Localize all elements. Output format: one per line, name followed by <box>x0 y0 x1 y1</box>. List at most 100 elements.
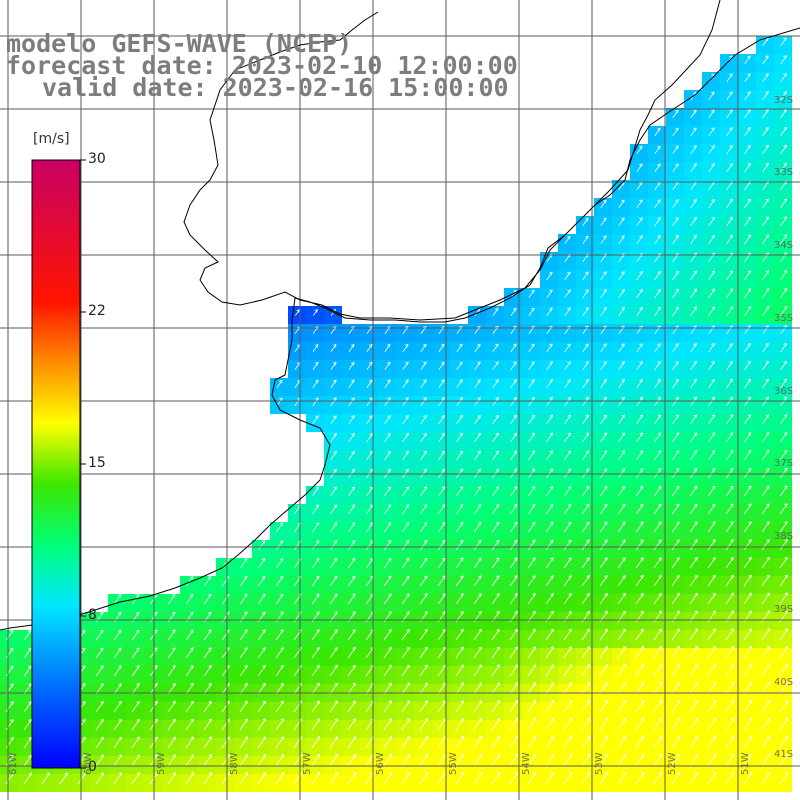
wind-arrow <box>636 163 643 173</box>
wind-arrow <box>257 665 266 677</box>
wind-arrowhead <box>406 736 411 740</box>
wind-cell <box>396 540 414 558</box>
wind-cell <box>558 360 576 378</box>
wind-cell <box>108 612 126 630</box>
wind-arrowhead <box>604 699 609 704</box>
wind-arrow <box>653 539 662 551</box>
wind-arrowhead <box>262 629 266 633</box>
wind-arrowhead <box>657 432 662 436</box>
wind-arrowhead <box>657 145 661 150</box>
wind-arrow <box>186 576 194 587</box>
wind-arrow <box>635 754 645 767</box>
lon-label-54w: 54W <box>521 752 532 775</box>
wind-cell <box>774 288 792 306</box>
wind-cell <box>108 648 126 666</box>
wind-cell <box>162 648 180 666</box>
wind-arrow <box>564 397 571 407</box>
wind-arrow <box>581 504 590 515</box>
wind-cell <box>756 504 774 522</box>
wind-arrow <box>654 145 661 155</box>
wind-arrow <box>402 433 409 443</box>
wind-arrowhead <box>585 235 589 240</box>
wind-arrow <box>780 127 787 137</box>
wind-arrowhead <box>603 361 607 365</box>
wind-arrowhead <box>676 663 681 668</box>
wind-cell <box>756 324 774 342</box>
wind-arrow <box>348 451 355 461</box>
wind-cell <box>648 594 666 612</box>
wind-arrow <box>744 181 751 191</box>
wind-arrow <box>690 199 697 209</box>
wind-arrow <box>636 289 643 299</box>
wind-cell <box>738 738 756 756</box>
wind-arrow <box>438 486 446 497</box>
wind-arrow <box>348 344 355 352</box>
wind-cell <box>630 450 648 468</box>
wind-arrow <box>654 396 661 407</box>
wind-arrowhead <box>406 593 410 597</box>
colorbar-gradient <box>31 159 81 769</box>
wind-cell <box>90 630 108 648</box>
wind-cell <box>504 360 522 378</box>
wind-cell <box>234 648 252 666</box>
wind-cell <box>306 702 324 720</box>
wind-arrowhead <box>387 361 391 366</box>
wind-arrowhead <box>675 217 679 221</box>
wind-arrowhead <box>658 503 662 508</box>
wind-cell <box>414 450 432 468</box>
wind-arrow <box>167 701 176 713</box>
wind-cell <box>540 522 558 540</box>
wind-cell <box>720 252 738 270</box>
wind-arrow <box>509 772 519 785</box>
wind-arrow <box>780 91 787 101</box>
wind-arrow <box>455 575 464 587</box>
wind-cell <box>738 666 756 684</box>
wind-arrow <box>545 682 555 695</box>
wind-arrow <box>275 665 284 677</box>
wind-arrow <box>689 682 699 695</box>
wind-arrowhead <box>387 397 391 401</box>
wind-arrowhead <box>495 343 499 348</box>
wind-cell <box>630 666 648 684</box>
wind-cell <box>630 576 648 594</box>
wind-arrow <box>726 414 734 425</box>
wind-arrow <box>23 719 32 731</box>
wind-cell <box>720 702 738 720</box>
wind-cell <box>702 342 720 360</box>
wind-cell <box>216 738 234 756</box>
wind-arrowhead <box>658 699 663 704</box>
wind-arrow <box>708 163 715 173</box>
wind-arrow <box>510 325 517 334</box>
wind-arrow <box>239 718 249 731</box>
wind-arrowhead <box>388 682 393 687</box>
wind-arrow <box>5 719 14 731</box>
wind-cell <box>162 738 180 756</box>
wind-arrow <box>492 343 499 353</box>
wind-arrowhead <box>441 343 445 348</box>
wind-arrow <box>347 593 356 605</box>
wind-arrow <box>564 486 572 497</box>
lat-label-41s: 41S <box>774 749 794 760</box>
wind-arrow <box>582 217 589 226</box>
wind-arrow <box>761 503 770 515</box>
wind-cell <box>756 54 774 72</box>
wind-arrowhead <box>531 307 535 312</box>
wind-arrowhead <box>9 629 14 634</box>
wind-arrow <box>203 629 212 641</box>
wind-arrow <box>239 629 248 641</box>
wind-cell <box>522 720 540 738</box>
wind-arrowhead <box>784 735 789 740</box>
wind-arrow <box>635 539 644 551</box>
wind-cell <box>324 630 342 648</box>
wind-arrowhead <box>747 432 752 436</box>
wind-cell <box>666 738 684 756</box>
wind-arrowhead <box>514 575 518 579</box>
wind-arrow <box>635 521 644 533</box>
wind-cell <box>432 378 450 396</box>
wind-cell <box>594 342 612 360</box>
wind-cell <box>504 630 522 648</box>
wind-cell <box>342 540 360 558</box>
wind-cell <box>648 540 666 558</box>
wind-cell <box>720 360 738 378</box>
wind-cell <box>648 162 666 180</box>
